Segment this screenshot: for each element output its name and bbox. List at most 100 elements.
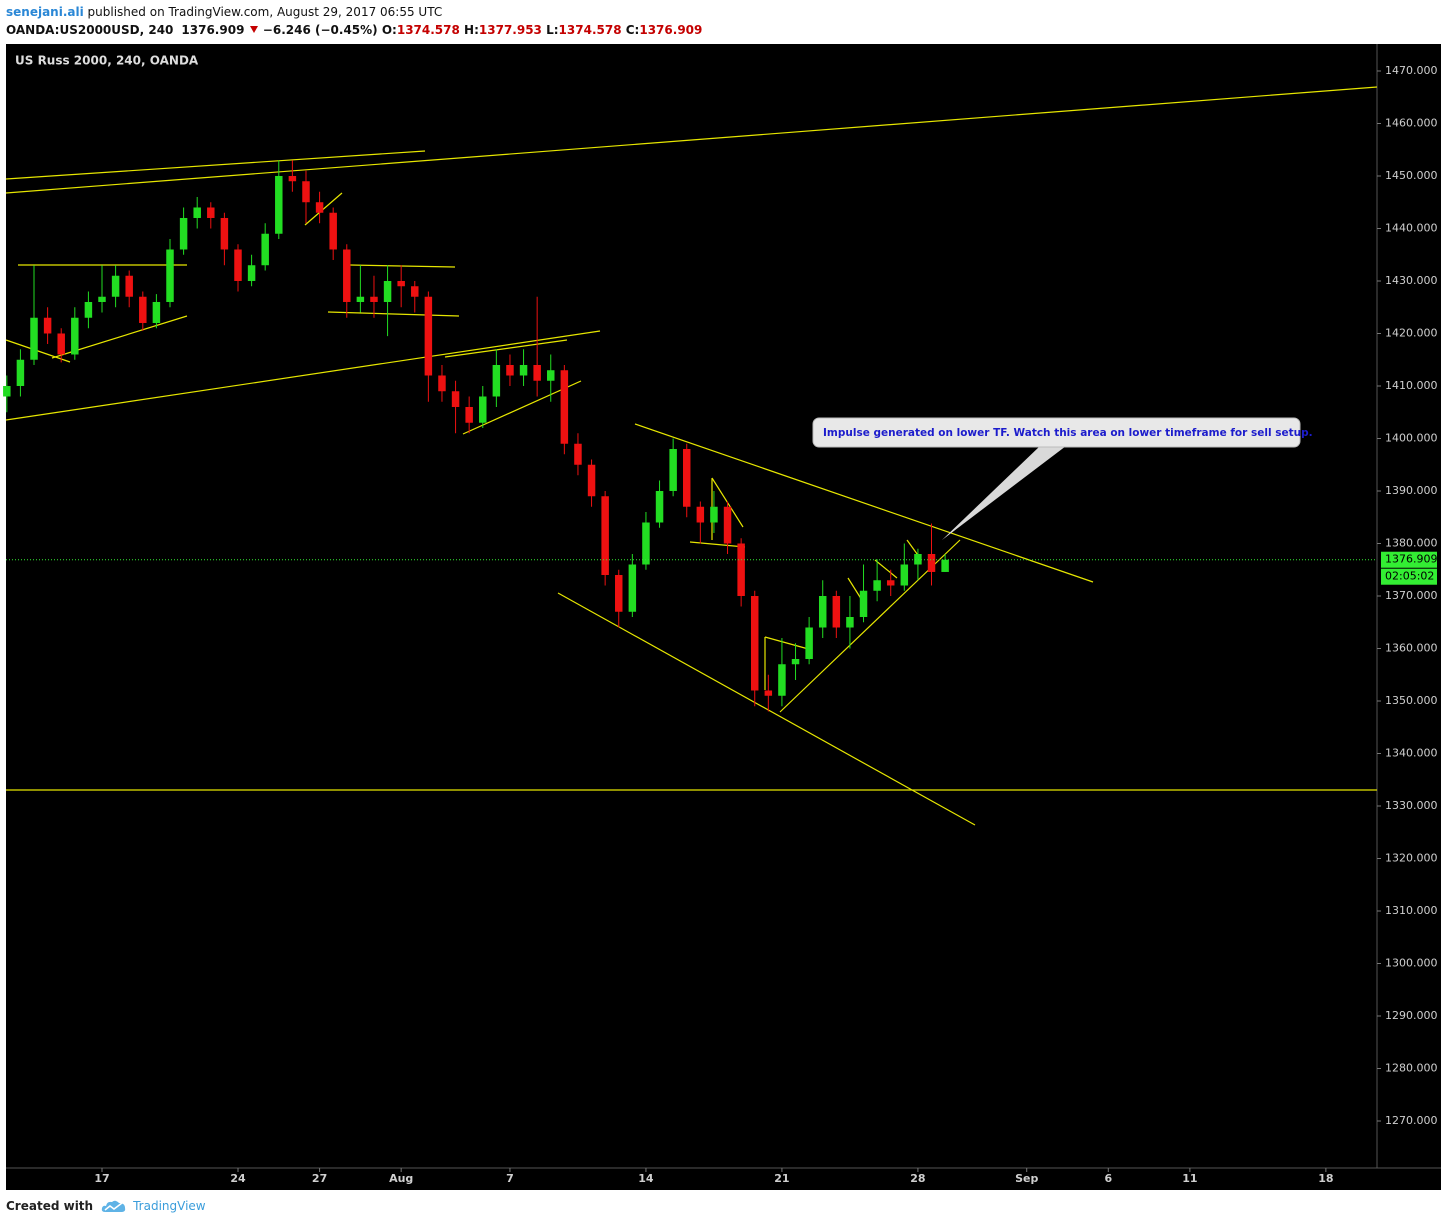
- symbol: OANDA:US2000USD, 240: [6, 23, 174, 37]
- candle-body: [329, 212, 337, 250]
- trendline: [874, 559, 898, 579]
- y-tick-label: 1410.000: [1385, 379, 1438, 392]
- candle-body: [383, 280, 392, 302]
- y-tick-label: 1400.000: [1385, 431, 1438, 444]
- candle-body: [683, 448, 691, 507]
- x-tick-label: 11: [1182, 1172, 1197, 1185]
- x-tick-label: 27: [312, 1172, 327, 1185]
- candle-body: [574, 443, 582, 465]
- ohlc-label: C:: [625, 23, 640, 37]
- y-tick-label: 1460.000: [1385, 116, 1438, 129]
- candle-body: [859, 590, 868, 617]
- last-price: 1376.909: [181, 23, 245, 37]
- x-tick-label: 18: [1318, 1172, 1333, 1185]
- candle-body: [547, 370, 555, 381]
- trendline: [634, 423, 1094, 583]
- y-tick-label: 1430.000: [1385, 274, 1438, 287]
- x-tick-label: 14: [638, 1172, 654, 1185]
- candle-body: [207, 207, 215, 218]
- y-tick-label: 1450.000: [1385, 169, 1438, 182]
- candle-body: [669, 448, 677, 491]
- high-value: 1377.953: [478, 23, 542, 37]
- y-tick-label: 1340.000: [1385, 747, 1438, 760]
- y-tick-label: 1380.000: [1385, 536, 1438, 549]
- trendline: [764, 636, 813, 651]
- created-with: Created with: [6, 1199, 94, 1213]
- candle-body: [886, 580, 895, 586]
- candle-body: [247, 265, 256, 281]
- candle-body: [927, 553, 936, 572]
- candle-body: [84, 301, 93, 318]
- x-tick-label: 6: [1104, 1172, 1112, 1185]
- candle-body: [234, 249, 242, 281]
- down-arrow: [249, 26, 258, 33]
- trendline: [689, 541, 746, 548]
- candle-body: [846, 616, 854, 628]
- y-tick-label: 1300.000: [1385, 957, 1438, 970]
- candle-body: [220, 217, 229, 250]
- trendline: [304, 192, 343, 226]
- x-tick-label: Aug: [389, 1172, 413, 1185]
- candles: [3, 160, 949, 712]
- last-price-box: [1381, 551, 1437, 568]
- callout-box: [812, 417, 1301, 448]
- change: −6.246: [262, 23, 311, 37]
- candle-body: [302, 181, 310, 203]
- candle-body: [615, 574, 623, 612]
- y-tick-label: 1350.000: [1385, 694, 1438, 707]
- candle-body: [533, 364, 541, 381]
- chart-title: US Russ 2000, 240, OANDA: [15, 54, 199, 68]
- candle-body: [343, 249, 351, 302]
- candle-body: [438, 375, 446, 392]
- candle-body: [778, 664, 786, 696]
- y-tick-label: 1370.000: [1385, 589, 1438, 602]
- candle-body: [424, 296, 433, 376]
- candle-body: [723, 506, 732, 544]
- candle-body: [125, 275, 133, 297]
- candle-body: [397, 280, 405, 287]
- candle-body: [411, 286, 419, 297]
- trendline: [557, 592, 976, 826]
- open-value: 1374.578: [396, 23, 460, 37]
- candle-body: [71, 317, 79, 355]
- candle-body: [601, 496, 609, 575]
- x-tick-label: Sep: [1015, 1172, 1038, 1185]
- candle-body: [750, 595, 759, 691]
- candle-body: [642, 522, 650, 565]
- callout-pointer: [942, 446, 1066, 540]
- ohlc-label: H:: [464, 23, 479, 37]
- y-tick-label: 1420.000: [1385, 326, 1438, 339]
- candle-body: [193, 207, 201, 218]
- trendline: [5, 330, 601, 421]
- trendline: [5, 86, 1378, 194]
- candle-body: [98, 296, 106, 302]
- y-tick-label: 1310.000: [1385, 904, 1438, 917]
- candle-body: [111, 275, 120, 297]
- candle-body: [370, 296, 378, 302]
- last-price-label: 1376.909: [1385, 553, 1438, 566]
- y-tick-label: 1270.000: [1385, 1114, 1438, 1127]
- candle-body: [356, 296, 365, 302]
- candle-body: [43, 317, 52, 334]
- chart-background: [6, 44, 1441, 1190]
- x-tick-label: 17: [94, 1172, 109, 1185]
- ohlc-label: L:: [546, 23, 559, 37]
- candle-body: [628, 564, 637, 612]
- low-value: 1374.578: [558, 23, 622, 37]
- x-tick-label: 28: [910, 1172, 925, 1185]
- annotation: Impulse generated on lower TF. Watch thi…: [823, 427, 1313, 439]
- candle-body: [179, 217, 188, 250]
- candle-body: [261, 233, 269, 266]
- countdown: 02:05:02: [1385, 570, 1434, 583]
- x-tick-label: 7: [506, 1172, 514, 1185]
- y-tick-label: 1440.000: [1385, 221, 1438, 234]
- candle-body: [587, 464, 596, 497]
- candle-body: [30, 317, 38, 360]
- header: senejani.ali published on TradingView.co…: [6, 3, 702, 39]
- author: senejani.ali: [6, 5, 84, 19]
- candle-body: [696, 506, 705, 523]
- y-tick-label: 1360.000: [1385, 641, 1438, 654]
- candle-body: [288, 175, 297, 182]
